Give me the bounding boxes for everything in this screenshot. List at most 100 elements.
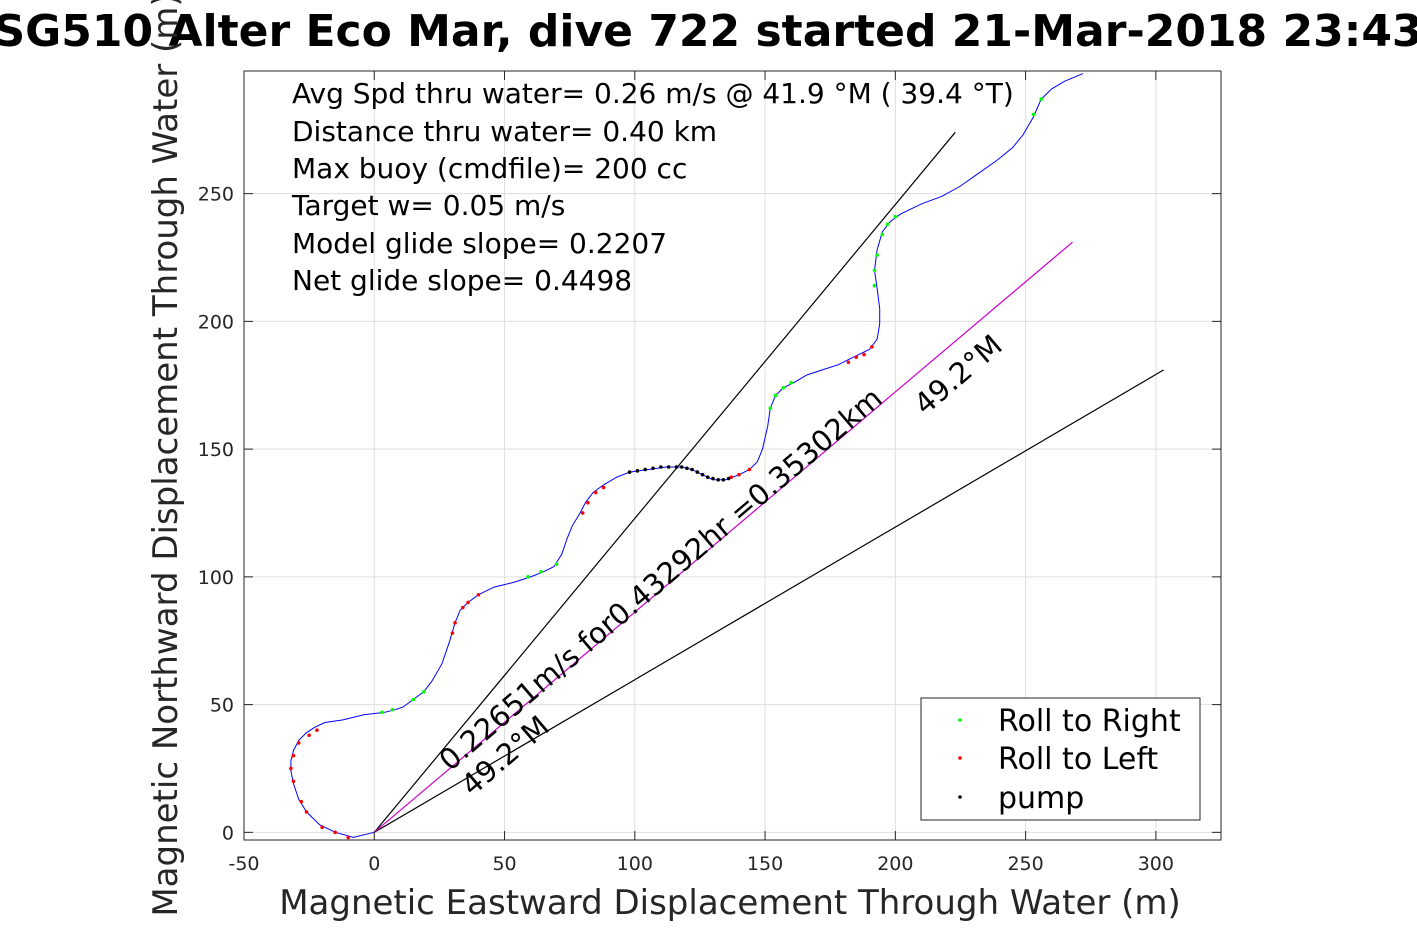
roll-right-point bbox=[872, 283, 877, 288]
pump-point bbox=[700, 472, 705, 477]
roll-right-point bbox=[1031, 112, 1036, 117]
roll-right-point bbox=[880, 232, 885, 237]
x-tick-label: 0 bbox=[368, 853, 380, 875]
info-target-w: Target w= 0.05 m/s bbox=[291, 189, 565, 222]
roll-right-point bbox=[773, 393, 778, 398]
roll-left-point bbox=[320, 825, 324, 830]
reference-lines bbox=[373, 131, 1164, 833]
roll-left-point bbox=[737, 472, 741, 477]
plot-area: -50 0 50 100 150 200 250 300 0 50 100 150 200 250 bbox=[198, 70, 1222, 875]
roll-left-point bbox=[846, 360, 851, 365]
pump-point bbox=[721, 477, 726, 482]
roll-left-point bbox=[593, 490, 598, 495]
roll-right-point bbox=[893, 214, 898, 219]
roll-left-point bbox=[291, 779, 296, 784]
y-tick-label: 150 bbox=[198, 439, 234, 461]
legend: Roll to Right Roll to Left pump bbox=[920, 697, 1201, 821]
roll-left-point bbox=[289, 766, 293, 771]
y-tick-label: 100 bbox=[198, 567, 234, 589]
reference-line bbox=[373, 241, 1073, 833]
x-tick-label: 200 bbox=[877, 853, 913, 875]
pump-point bbox=[679, 465, 684, 469]
roll-right-point bbox=[380, 710, 384, 715]
roll-left-point bbox=[304, 810, 309, 814]
roll-right-point bbox=[526, 575, 530, 579]
roll-left-point bbox=[580, 511, 585, 515]
roll-right-point bbox=[1039, 97, 1044, 101]
info-max-buoy: Max buoy (cmdfile)= 200 cc bbox=[292, 152, 687, 185]
roll-right-point bbox=[411, 697, 416, 702]
roll-left-point bbox=[586, 500, 590, 505]
dive-info-block: Avg Spd thru water= 0.26 m/s @ 41.9 °M (… bbox=[291, 77, 1014, 297]
info-avg-speed: Avg Spd thru water= 0.26 m/s @ 41.9 °M (… bbox=[292, 77, 1014, 110]
roll-left-point bbox=[747, 467, 752, 472]
roll-left-point bbox=[450, 631, 455, 635]
roll-left-point bbox=[870, 345, 874, 349]
y-tick-label: 0 bbox=[222, 822, 234, 844]
axes-frame bbox=[243, 70, 1222, 841]
pump-point bbox=[716, 477, 720, 482]
roll-left-point bbox=[299, 799, 304, 804]
roll-left-point bbox=[296, 741, 301, 745]
legend-marker-pump bbox=[958, 795, 962, 799]
pump-point bbox=[666, 465, 671, 469]
pump-point bbox=[690, 467, 694, 472]
y-tick-label: 50 bbox=[210, 695, 234, 717]
roll-right-point bbox=[554, 562, 559, 566]
reference-line bbox=[373, 131, 956, 833]
x-axis-label: Magnetic Eastward Displacement Through W… bbox=[279, 883, 1181, 923]
axis-ticks: -50 0 50 100 150 200 250 300 0 50 100 150 200 250 bbox=[198, 71, 1221, 875]
info-net-glide: Net glide slope= 0.4498 bbox=[292, 264, 632, 297]
pump-point bbox=[627, 470, 632, 474]
legend-marker-roll-right bbox=[958, 718, 962, 722]
roll-left-point bbox=[862, 352, 866, 357]
roll-left-point bbox=[333, 830, 337, 835]
roll-right-point bbox=[421, 690, 426, 694]
x-tick-label: 150 bbox=[747, 853, 783, 875]
roll-right-point bbox=[789, 380, 793, 385]
pump-point bbox=[635, 469, 640, 473]
roll-right-point bbox=[768, 406, 773, 411]
pump-point bbox=[695, 470, 700, 474]
roll-left-point bbox=[307, 733, 311, 738]
x-tick-label: 100 bbox=[617, 853, 653, 875]
y-tick-label: 250 bbox=[198, 184, 234, 206]
legend-box bbox=[920, 697, 1201, 821]
roll-left-point bbox=[291, 753, 296, 758]
roll-right-point bbox=[781, 385, 786, 390]
track-points bbox=[289, 97, 1044, 840]
pump-point bbox=[705, 475, 710, 480]
pump-point bbox=[685, 466, 689, 471]
pump-point bbox=[674, 465, 679, 469]
x-tick-label: -50 bbox=[228, 853, 259, 875]
x-tick-label: 250 bbox=[1007, 853, 1043, 875]
legend-label-roll-left: Roll to Left bbox=[998, 742, 1158, 777]
roll-right-point bbox=[539, 569, 543, 574]
roll-left-point bbox=[601, 485, 606, 490]
y-tick-label: 200 bbox=[198, 311, 234, 333]
pump-point bbox=[726, 476, 731, 481]
info-distance: Distance thru water= 0.40 km bbox=[292, 115, 717, 148]
roll-left-point bbox=[346, 835, 351, 840]
roll-right-point bbox=[885, 222, 890, 227]
pump-point bbox=[711, 476, 715, 481]
roll-left-point bbox=[476, 592, 481, 597]
chart-title: SG510 Alter Eco Mar, dive 722 started 21… bbox=[0, 6, 1417, 57]
roll-left-point bbox=[854, 355, 859, 359]
roll-left-point bbox=[466, 600, 470, 605]
legend-marker-roll-left bbox=[958, 756, 962, 760]
info-model-glide: Model glide slope= 0.2207 bbox=[292, 227, 667, 260]
x-tick-label: 50 bbox=[492, 853, 516, 875]
roll-left-point bbox=[461, 605, 465, 610]
roll-right-point bbox=[872, 268, 877, 273]
roll-right-point bbox=[390, 707, 395, 712]
y-axis-label: Magnetic Northward Displacement Through … bbox=[146, 0, 186, 917]
roll-left-point bbox=[453, 621, 457, 625]
pump-point bbox=[651, 466, 655, 471]
roll-right-point bbox=[875, 253, 879, 257]
reference-line bbox=[373, 369, 1164, 833]
legend-label-pump: pump bbox=[998, 781, 1084, 816]
roll-left-point bbox=[315, 728, 319, 732]
legend-label-roll-right: Roll to Right bbox=[998, 704, 1181, 739]
